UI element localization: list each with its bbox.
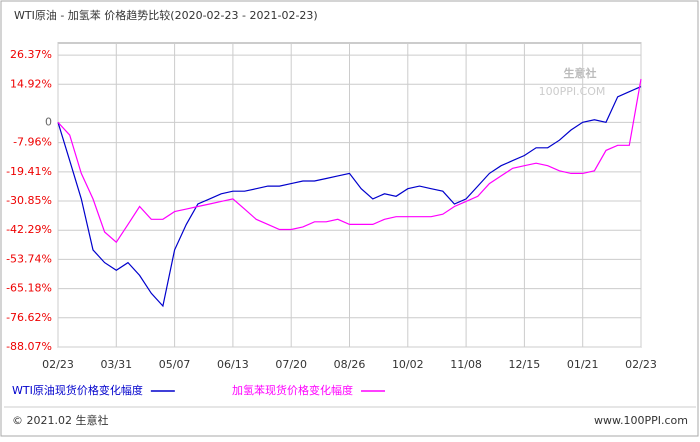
x-tick-label: 07/20: [275, 358, 307, 371]
x-tick-label: 02/23: [42, 358, 74, 371]
x-tick-label: 03/31: [100, 358, 132, 371]
y-tick-label: 14.92%: [10, 77, 52, 90]
y-tick-label: -7.96%: [13, 136, 52, 149]
y-tick-label: -19.41%: [6, 165, 52, 178]
y-tick-label: 0: [45, 115, 52, 128]
footer-right: www.100PPI.com: [594, 414, 688, 427]
footer-left: © 2021.02 生意社: [12, 413, 108, 427]
y-tick-label: -53.74%: [6, 252, 52, 265]
y-tick-label: -88.07%: [6, 340, 52, 353]
watermark: 生意社: [564, 66, 597, 80]
y-tick-label: -65.18%: [6, 282, 52, 295]
series-line: [57, 78, 642, 244]
x-tick-label: 11/08: [450, 358, 482, 371]
x-tick-label: 05/07: [159, 358, 191, 371]
chart-title: WTI原油 - 加氢苯 价格趋势比较(2020-02-23 - 2021-02-…: [14, 8, 318, 22]
legend-label: WTI原油现货价格变化幅度: [12, 383, 143, 397]
x-tick-label: 02/23: [625, 358, 657, 371]
watermark-sub: 100PPI.COM: [539, 85, 606, 98]
x-tick-label: 06/13: [217, 358, 249, 371]
x-tick-label: 01/21: [567, 358, 599, 371]
y-tick-label: 26.37%: [10, 48, 52, 61]
legend-label: 加氢苯现货价格变化幅度: [232, 383, 353, 397]
y-tick-label: -42.29%: [6, 223, 52, 236]
x-tick-label: 10/02: [392, 358, 424, 371]
y-tick-label: -30.85%: [6, 194, 52, 207]
y-tick-label: -76.62%: [6, 311, 52, 324]
x-tick-label: 12/15: [509, 358, 541, 371]
x-tick-label: 08/26: [334, 358, 366, 371]
series-line: [57, 86, 642, 308]
